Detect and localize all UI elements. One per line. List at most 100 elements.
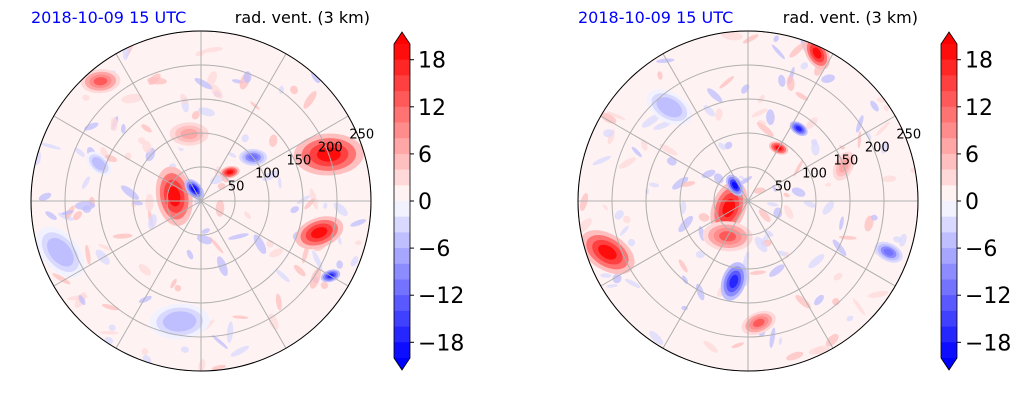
colorbar-tick-label: 6 — [418, 143, 432, 168]
contour-speckle — [821, 74, 835, 83]
contour-feature — [93, 77, 108, 86]
contour-speckle — [715, 108, 723, 121]
contour-speckle — [718, 142, 727, 150]
colorbar-segment — [394, 91, 410, 108]
contour-speckle — [769, 327, 776, 348]
contour-speckle — [778, 74, 786, 87]
contour-speckle — [290, 206, 299, 214]
contour-feature — [661, 101, 678, 114]
colorbar-segment — [394, 169, 410, 186]
radial-tick-label: 100 — [802, 166, 827, 181]
contour-speckle — [758, 209, 771, 222]
contour-speckle — [846, 315, 854, 322]
contour-speckle — [648, 182, 660, 188]
colorbar-segment — [394, 106, 410, 123]
colorbar-tick-label: 0 — [965, 190, 979, 215]
contour-speckle — [228, 233, 249, 240]
contour-speckle — [120, 185, 139, 200]
contour-speckle — [98, 244, 112, 251]
colorbar-tick-label: 6 — [965, 143, 979, 168]
colorbar-segment — [394, 342, 410, 359]
contour-speckle — [808, 346, 824, 355]
contour-feature — [94, 159, 104, 168]
contour-speckle — [191, 110, 200, 120]
title-right: rad. vent. (3 km) — [235, 8, 370, 27]
angular-gridline — [200, 200, 349, 287]
contour-speckle — [766, 109, 775, 125]
contour-speckle — [731, 342, 744, 349]
contour-speckle — [678, 259, 688, 273]
colorbar-segment — [941, 91, 957, 108]
colorbar-segment — [941, 248, 957, 265]
contour-speckle — [681, 181, 696, 187]
contour-speckle — [832, 239, 847, 257]
contour-speckle — [195, 50, 206, 57]
colorbar-segment — [941, 216, 957, 233]
contour-speckle — [825, 333, 839, 347]
contour-speckle — [667, 157, 677, 166]
contour-feature — [883, 248, 894, 256]
contour-speckle — [278, 176, 282, 189]
colorbar-segment — [941, 106, 957, 123]
contour-speckle — [275, 269, 290, 283]
angular-gridline — [600, 200, 749, 287]
contour-feature — [812, 47, 822, 59]
angular-gridline — [747, 115, 896, 202]
contour-speckle — [52, 273, 71, 285]
colorbar-segment — [941, 169, 957, 186]
colorbar-segment — [941, 342, 957, 359]
contour-speckle — [180, 346, 189, 353]
colorbar-segment — [941, 310, 957, 328]
colorbar-tick-label: 12 — [418, 96, 446, 121]
contour-speckle — [707, 88, 723, 103]
contour-speckle — [600, 273, 612, 278]
colorbar: 18 12 6 0 −6 −12 −18 — [393, 31, 464, 371]
colorbar-segment — [394, 44, 410, 61]
contour-speckle — [250, 101, 260, 110]
colorbar-segment — [941, 153, 957, 171]
angular-gridline — [200, 115, 349, 202]
contour-speckle — [786, 351, 804, 361]
angular-gridline — [747, 200, 896, 287]
contour-speckle — [133, 201, 143, 206]
contour-speckle — [226, 321, 234, 344]
contour-speckle — [741, 84, 750, 94]
contour-speckle — [653, 121, 672, 130]
contour-speckle — [72, 210, 83, 221]
contour-speckle — [197, 107, 215, 117]
colorbar-segment — [394, 122, 410, 139]
contour-speckle — [194, 77, 213, 90]
contour-speckle — [724, 141, 733, 150]
colorbar-segment — [394, 263, 410, 280]
colorbar-segment — [394, 248, 410, 265]
contour-speckle — [101, 303, 120, 311]
angular-gridline — [747, 53, 834, 202]
contour-speckle — [293, 264, 306, 277]
colorbar-extend-min — [941, 358, 957, 370]
contour-speckle — [110, 117, 118, 132]
contour-speckle — [145, 193, 154, 212]
contour-speckle — [40, 143, 62, 150]
radial-tick-label: 50 — [228, 180, 245, 195]
colorbar-segment — [941, 59, 957, 76]
contour-speckle — [244, 211, 251, 220]
contour-speckle — [112, 233, 133, 239]
colorbar-tick-label: 0 — [418, 190, 432, 215]
title-left: 2018-10-09 15 UTC — [31, 8, 186, 27]
contour-speckle — [695, 250, 705, 259]
contour-speckle — [618, 157, 636, 169]
colorbar-segment — [394, 75, 410, 92]
contour-feature — [169, 315, 190, 328]
colorbar-segment — [941, 232, 957, 249]
contour-speckle — [209, 236, 224, 254]
contour-field — [578, 31, 918, 361]
contour-feature — [226, 170, 234, 175]
contour-speckle — [108, 324, 116, 331]
contour-speckle — [312, 250, 323, 271]
colorbar-tick-label: −6 — [965, 237, 997, 262]
contour-speckle — [793, 160, 803, 177]
contour-speckle — [766, 202, 779, 207]
colorbar-segment — [941, 263, 957, 280]
contour-speckle — [657, 71, 663, 80]
colorbar-tick-label: −18 — [965, 331, 1011, 356]
